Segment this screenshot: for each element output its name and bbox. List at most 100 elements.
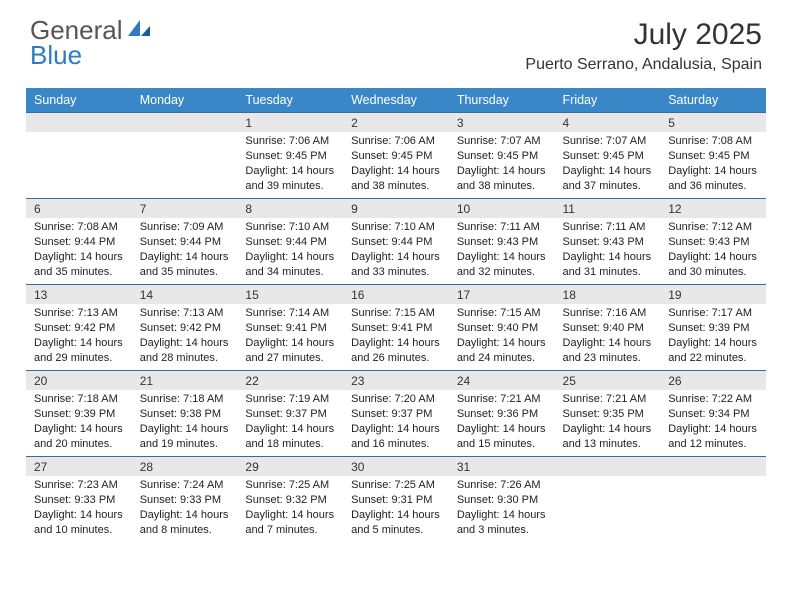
day-info: Sunrise: 7:07 AMSunset: 9:45 PMDaylight:… <box>449 132 555 197</box>
day-number <box>660 456 766 476</box>
day-info: Sunrise: 7:25 AMSunset: 9:31 PMDaylight:… <box>343 476 449 541</box>
day-info: Sunrise: 7:18 AMSunset: 9:39 PMDaylight:… <box>26 390 132 455</box>
title-block: July 2025 Puerto Serrano, Andalusia, Spa… <box>525 18 762 74</box>
calendar-day-cell: 3Sunrise: 7:07 AMSunset: 9:45 PMDaylight… <box>449 112 555 198</box>
day-number: 18 <box>555 284 661 304</box>
day-number: 30 <box>343 456 449 476</box>
calendar-day-cell: 15Sunrise: 7:14 AMSunset: 9:41 PMDayligh… <box>237 284 343 370</box>
calendar-week-row: 20Sunrise: 7:18 AMSunset: 9:39 PMDayligh… <box>26 370 766 456</box>
calendar-day-cell: 1Sunrise: 7:06 AMSunset: 9:45 PMDaylight… <box>237 112 343 198</box>
day-info: Sunrise: 7:19 AMSunset: 9:37 PMDaylight:… <box>237 390 343 455</box>
calendar-day-cell: 20Sunrise: 7:18 AMSunset: 9:39 PMDayligh… <box>26 370 132 456</box>
calendar-day-cell: 12Sunrise: 7:12 AMSunset: 9:43 PMDayligh… <box>660 198 766 284</box>
day-number: 8 <box>237 198 343 218</box>
day-info: Sunrise: 7:10 AMSunset: 9:44 PMDaylight:… <box>343 218 449 283</box>
calendar-day-cell: 2Sunrise: 7:06 AMSunset: 9:45 PMDaylight… <box>343 112 449 198</box>
day-number: 29 <box>237 456 343 476</box>
day-info: Sunrise: 7:21 AMSunset: 9:35 PMDaylight:… <box>555 390 661 455</box>
logo-sail-icon <box>127 18 153 43</box>
weekday-header: Thursday <box>449 88 555 112</box>
day-number: 15 <box>237 284 343 304</box>
calendar-day-cell: 29Sunrise: 7:25 AMSunset: 9:32 PMDayligh… <box>237 456 343 542</box>
day-info: Sunrise: 7:21 AMSunset: 9:36 PMDaylight:… <box>449 390 555 455</box>
calendar-empty-cell <box>555 456 661 542</box>
day-number: 11 <box>555 198 661 218</box>
day-number: 19 <box>660 284 766 304</box>
day-info: Sunrise: 7:22 AMSunset: 9:34 PMDaylight:… <box>660 390 766 455</box>
day-number: 5 <box>660 112 766 132</box>
day-info: Sunrise: 7:18 AMSunset: 9:38 PMDaylight:… <box>132 390 238 455</box>
day-info: Sunrise: 7:23 AMSunset: 9:33 PMDaylight:… <box>26 476 132 541</box>
month-title: July 2025 <box>525 18 762 52</box>
logo: GeneralBlue <box>30 18 153 67</box>
weekday-header: Tuesday <box>237 88 343 112</box>
calendar-day-cell: 27Sunrise: 7:23 AMSunset: 9:33 PMDayligh… <box>26 456 132 542</box>
weekday-header-row: SundayMondayTuesdayWednesdayThursdayFrid… <box>26 88 766 112</box>
calendar-day-cell: 25Sunrise: 7:21 AMSunset: 9:35 PMDayligh… <box>555 370 661 456</box>
day-number: 22 <box>237 370 343 390</box>
calendar-day-cell: 23Sunrise: 7:20 AMSunset: 9:37 PMDayligh… <box>343 370 449 456</box>
day-number: 28 <box>132 456 238 476</box>
day-info: Sunrise: 7:10 AMSunset: 9:44 PMDaylight:… <box>237 218 343 283</box>
day-info: Sunrise: 7:17 AMSunset: 9:39 PMDaylight:… <box>660 304 766 369</box>
calendar-day-cell: 14Sunrise: 7:13 AMSunset: 9:42 PMDayligh… <box>132 284 238 370</box>
day-number <box>132 112 238 132</box>
day-number: 3 <box>449 112 555 132</box>
calendar-day-cell: 11Sunrise: 7:11 AMSunset: 9:43 PMDayligh… <box>555 198 661 284</box>
calendar-day-cell: 7Sunrise: 7:09 AMSunset: 9:44 PMDaylight… <box>132 198 238 284</box>
day-info: Sunrise: 7:24 AMSunset: 9:33 PMDaylight:… <box>132 476 238 541</box>
day-info: Sunrise: 7:06 AMSunset: 9:45 PMDaylight:… <box>343 132 449 197</box>
day-number: 9 <box>343 198 449 218</box>
calendar-week-row: 6Sunrise: 7:08 AMSunset: 9:44 PMDaylight… <box>26 198 766 284</box>
day-number: 16 <box>343 284 449 304</box>
calendar-day-cell: 22Sunrise: 7:19 AMSunset: 9:37 PMDayligh… <box>237 370 343 456</box>
day-info: Sunrise: 7:09 AMSunset: 9:44 PMDaylight:… <box>132 218 238 283</box>
weekday-header: Sunday <box>26 88 132 112</box>
day-number: 21 <box>132 370 238 390</box>
day-number: 25 <box>555 370 661 390</box>
day-number <box>555 456 661 476</box>
calendar-week-row: 13Sunrise: 7:13 AMSunset: 9:42 PMDayligh… <box>26 284 766 370</box>
day-number: 17 <box>449 284 555 304</box>
header: GeneralBlue July 2025 Puerto Serrano, An… <box>0 0 792 80</box>
day-info: Sunrise: 7:15 AMSunset: 9:40 PMDaylight:… <box>449 304 555 369</box>
day-info: Sunrise: 7:08 AMSunset: 9:45 PMDaylight:… <box>660 132 766 197</box>
calendar-day-cell: 8Sunrise: 7:10 AMSunset: 9:44 PMDaylight… <box>237 198 343 284</box>
calendar-day-cell: 26Sunrise: 7:22 AMSunset: 9:34 PMDayligh… <box>660 370 766 456</box>
day-number: 10 <box>449 198 555 218</box>
calendar-day-cell: 21Sunrise: 7:18 AMSunset: 9:38 PMDayligh… <box>132 370 238 456</box>
calendar-empty-cell <box>132 112 238 198</box>
calendar-day-cell: 4Sunrise: 7:07 AMSunset: 9:45 PMDaylight… <box>555 112 661 198</box>
day-info: Sunrise: 7:07 AMSunset: 9:45 PMDaylight:… <box>555 132 661 197</box>
day-info: Sunrise: 7:08 AMSunset: 9:44 PMDaylight:… <box>26 218 132 283</box>
calendar-empty-cell <box>26 112 132 198</box>
day-number: 13 <box>26 284 132 304</box>
calendar-day-cell: 24Sunrise: 7:21 AMSunset: 9:36 PMDayligh… <box>449 370 555 456</box>
day-info: Sunrise: 7:15 AMSunset: 9:41 PMDaylight:… <box>343 304 449 369</box>
day-number: 1 <box>237 112 343 132</box>
day-number: 2 <box>343 112 449 132</box>
weekday-header: Friday <box>555 88 661 112</box>
calendar-day-cell: 13Sunrise: 7:13 AMSunset: 9:42 PMDayligh… <box>26 284 132 370</box>
day-number: 4 <box>555 112 661 132</box>
calendar-day-cell: 16Sunrise: 7:15 AMSunset: 9:41 PMDayligh… <box>343 284 449 370</box>
calendar-week-row: 27Sunrise: 7:23 AMSunset: 9:33 PMDayligh… <box>26 456 766 542</box>
day-number: 27 <box>26 456 132 476</box>
day-number: 14 <box>132 284 238 304</box>
calendar-day-cell: 28Sunrise: 7:24 AMSunset: 9:33 PMDayligh… <box>132 456 238 542</box>
day-number: 12 <box>660 198 766 218</box>
weekday-header: Saturday <box>660 88 766 112</box>
calendar-day-cell: 30Sunrise: 7:25 AMSunset: 9:31 PMDayligh… <box>343 456 449 542</box>
day-info: Sunrise: 7:20 AMSunset: 9:37 PMDaylight:… <box>343 390 449 455</box>
calendar-day-cell: 6Sunrise: 7:08 AMSunset: 9:44 PMDaylight… <box>26 198 132 284</box>
day-number: 26 <box>660 370 766 390</box>
day-number: 23 <box>343 370 449 390</box>
weekday-header: Monday <box>132 88 238 112</box>
calendar-day-cell: 19Sunrise: 7:17 AMSunset: 9:39 PMDayligh… <box>660 284 766 370</box>
calendar-week-row: 1Sunrise: 7:06 AMSunset: 9:45 PMDaylight… <box>26 112 766 198</box>
calendar-table: SundayMondayTuesdayWednesdayThursdayFrid… <box>26 88 766 542</box>
day-number: 31 <box>449 456 555 476</box>
day-info: Sunrise: 7:06 AMSunset: 9:45 PMDaylight:… <box>237 132 343 197</box>
day-info: Sunrise: 7:13 AMSunset: 9:42 PMDaylight:… <box>26 304 132 369</box>
day-number: 7 <box>132 198 238 218</box>
